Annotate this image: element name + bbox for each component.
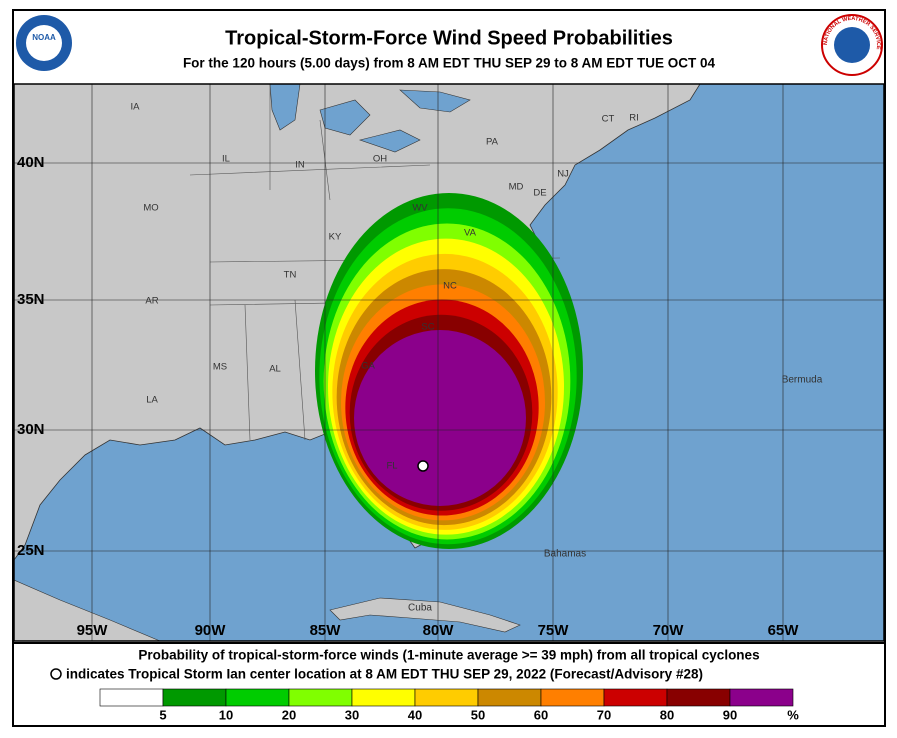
place-labels: IA IL IN OH PA CT RI MO KY WV VA MD DE NJ TN NC AR SC MS AL… xyxy=(131,102,823,614)
place-label: IA xyxy=(131,102,141,113)
map: 40N 35N 30N 25N 95W 90W 85W 80W 75W 70W 65W IA IL IN… xyxy=(14,84,884,641)
noaa-logo-inner xyxy=(26,25,62,61)
place-label: MD xyxy=(509,182,524,193)
place-label: TN xyxy=(284,270,297,281)
place-label: IN xyxy=(295,160,305,171)
legend-swatch xyxy=(603,688,668,707)
footer-line2: indicates Tropical Storm Ian center loca… xyxy=(66,667,703,682)
storm-center xyxy=(417,460,429,472)
mexico xyxy=(14,579,161,641)
legend-swatch xyxy=(225,688,290,707)
place-label: AL xyxy=(269,364,281,375)
place-label: OH xyxy=(373,154,387,165)
place-label: IL xyxy=(222,154,230,165)
grid: 40N 35N 30N 25N 95W 90W 85W 80W 75W 70W 65W xyxy=(14,84,884,641)
noaa-logo-text: NOAA xyxy=(32,33,56,42)
legend-tick-label: 5 xyxy=(159,707,166,722)
lon-label: 80W xyxy=(423,622,455,639)
legend-tick-label: 10 xyxy=(219,707,233,722)
title: Tropical-Storm-Force Wind Speed Probabil… xyxy=(225,27,673,49)
legend-swatch xyxy=(729,688,794,707)
legend-tick-label: 50 xyxy=(471,707,485,722)
legend-swatch xyxy=(288,688,353,707)
place-label: PA xyxy=(486,137,499,148)
lat-label: 30N xyxy=(17,421,45,438)
place-label: LA xyxy=(146,395,158,406)
lat-label: 40N xyxy=(17,154,45,171)
lon-label: 95W xyxy=(77,622,109,639)
place-label: Bermuda xyxy=(782,375,823,386)
lat-label: 25N xyxy=(17,542,45,559)
nws-logo-inner xyxy=(834,27,870,63)
legend-tick-label: 90 xyxy=(723,707,737,722)
probability-bands xyxy=(315,193,583,549)
lon-label: 70W xyxy=(653,622,685,639)
legend-swatch xyxy=(162,688,227,707)
lon-label: 75W xyxy=(538,622,570,639)
place-label: VA xyxy=(464,228,477,239)
place-label: CT xyxy=(602,114,615,125)
place-label: Cuba xyxy=(408,603,432,614)
lon-label: 65W xyxy=(768,622,800,639)
place-label: RI xyxy=(629,113,639,124)
cuba xyxy=(329,597,521,633)
legend-swatch xyxy=(477,688,542,707)
legend-tick-label: 40 xyxy=(408,707,422,722)
legend-unit: % xyxy=(787,707,799,722)
legend-tick-label: 70 xyxy=(597,707,611,722)
place-label: SC xyxy=(421,322,434,333)
great-lakes xyxy=(269,84,471,153)
footer-storm-symbol xyxy=(50,668,62,680)
lon-label: 85W xyxy=(310,622,342,639)
lat-label: 35N xyxy=(17,291,45,308)
legend-swatch xyxy=(99,688,164,707)
legend-swatch xyxy=(666,688,731,707)
place-label: FL xyxy=(386,461,397,472)
legend-tick-label: 30 xyxy=(345,707,359,722)
place-label: NJ xyxy=(557,169,569,180)
place-label: KY xyxy=(329,232,342,243)
legend-swatch xyxy=(540,688,605,707)
place-label: NC xyxy=(443,281,457,292)
place-label: DE xyxy=(533,188,546,199)
place-label: MO xyxy=(143,203,158,214)
legend: 5 10 20 30 40 50 60 70 80 90% xyxy=(99,688,799,722)
footer-line1: Probability of tropical-storm-force wind… xyxy=(138,648,759,663)
place-label: WV xyxy=(412,203,428,214)
lon-label: 90W xyxy=(195,622,227,639)
place-label: Bahamas xyxy=(544,549,586,560)
legend-tick-label: 60 xyxy=(534,707,548,722)
place-label: AR xyxy=(145,296,158,307)
place-label: GA xyxy=(361,361,375,372)
legend-swatch xyxy=(351,688,416,707)
legend-tick-label: 20 xyxy=(282,707,296,722)
probability-band xyxy=(354,330,526,506)
place-label: MS xyxy=(213,362,227,373)
legend-tick-label: 80 xyxy=(660,707,674,722)
map-border xyxy=(13,83,885,642)
legend-swatch xyxy=(414,688,479,707)
subtitle: For the 120 hours (5.00 days) from 8 AM … xyxy=(183,56,716,71)
